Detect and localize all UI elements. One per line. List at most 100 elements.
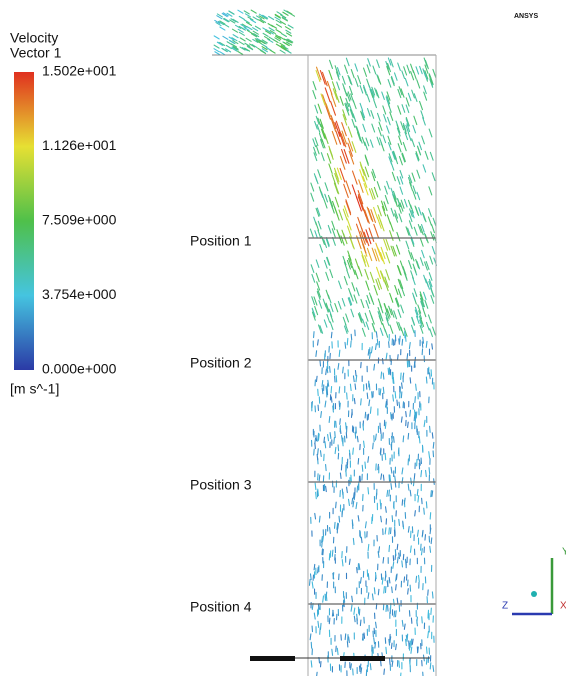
vector	[336, 211, 339, 220]
vector	[283, 12, 288, 15]
vector	[365, 155, 368, 164]
vector	[417, 146, 420, 154]
vector	[426, 658, 427, 664]
vector	[394, 437, 395, 443]
vector	[368, 59, 371, 66]
vector	[347, 487, 348, 492]
vector	[413, 125, 416, 132]
vector	[309, 579, 310, 585]
vector	[269, 16, 274, 19]
vector	[358, 459, 359, 464]
vector	[368, 209, 373, 222]
vector	[426, 377, 427, 383]
vector	[376, 344, 377, 350]
vector	[404, 577, 405, 582]
axis-triad: Y Z X	[502, 547, 566, 614]
vector	[310, 634, 311, 640]
vector	[330, 269, 333, 277]
vector	[385, 422, 386, 428]
vector	[422, 250, 425, 257]
vector	[388, 80, 391, 88]
vector	[420, 66, 423, 73]
vector	[429, 452, 430, 458]
vector	[332, 611, 333, 617]
vector	[428, 631, 429, 637]
vector	[361, 537, 362, 542]
vector	[411, 253, 414, 261]
vector	[402, 478, 403, 484]
vector	[342, 440, 343, 446]
vector	[399, 157, 402, 165]
vector	[322, 388, 323, 394]
vector	[416, 67, 419, 74]
vector	[238, 10, 243, 13]
vector	[335, 522, 336, 528]
vector	[354, 295, 357, 303]
vector	[244, 11, 249, 14]
vector	[324, 437, 325, 442]
vector	[335, 447, 336, 453]
vector	[433, 666, 434, 672]
vector	[397, 245, 400, 254]
vector	[390, 112, 393, 120]
vector	[388, 368, 389, 374]
vector	[316, 222, 319, 230]
vector	[318, 567, 319, 573]
vector	[401, 417, 402, 422]
vector	[378, 113, 381, 121]
vector	[276, 24, 281, 27]
vector	[255, 26, 260, 29]
vector	[353, 448, 354, 454]
vector	[353, 501, 354, 507]
vector	[388, 104, 391, 112]
vector	[245, 14, 250, 17]
vector	[338, 363, 339, 369]
vector	[240, 38, 245, 41]
vector	[362, 137, 365, 145]
vector	[286, 50, 291, 53]
vector	[342, 560, 343, 566]
vector	[404, 67, 407, 75]
vector	[400, 261, 403, 270]
vector	[324, 260, 327, 268]
vector	[424, 292, 427, 299]
vector	[335, 197, 338, 207]
vector	[374, 638, 375, 644]
vector	[387, 490, 388, 496]
vector	[408, 200, 411, 208]
vector	[385, 186, 388, 194]
vector	[380, 271, 384, 282]
vector	[336, 376, 337, 382]
vector	[325, 183, 328, 191]
vector	[329, 164, 332, 173]
vector	[338, 301, 341, 309]
vector	[233, 35, 238, 38]
vector	[433, 69, 436, 77]
vector	[406, 412, 407, 417]
vector	[359, 180, 363, 193]
vector	[343, 84, 346, 92]
vector	[349, 559, 350, 564]
vector	[390, 325, 393, 333]
vector	[426, 322, 429, 330]
vector	[432, 224, 435, 232]
vector	[336, 421, 337, 427]
vector	[348, 127, 352, 137]
vector	[330, 322, 333, 330]
vector	[392, 516, 393, 522]
vector	[429, 187, 432, 195]
vector	[395, 286, 398, 295]
vector	[368, 350, 369, 356]
vector	[314, 613, 315, 619]
vector	[332, 649, 333, 655]
vector	[321, 411, 322, 417]
vector	[370, 293, 373, 301]
position-label: Position 4	[190, 599, 252, 615]
vector	[325, 442, 326, 448]
vector	[338, 445, 339, 451]
vector	[427, 647, 428, 653]
vector	[316, 260, 319, 267]
vector	[359, 267, 362, 276]
vector	[396, 644, 397, 649]
vector	[407, 65, 410, 73]
